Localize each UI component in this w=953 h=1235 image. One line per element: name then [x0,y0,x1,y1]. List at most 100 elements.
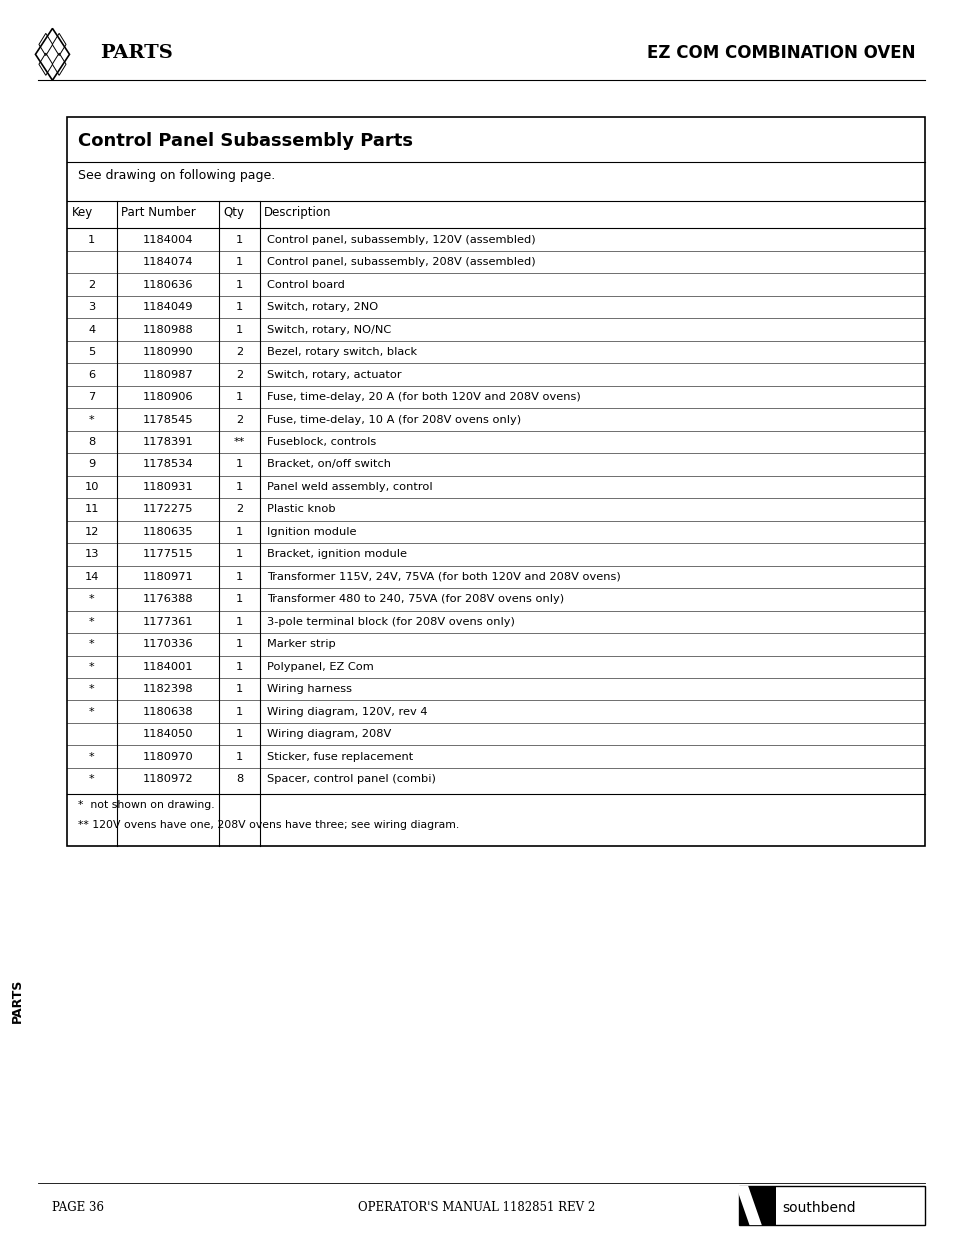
Text: 1180987: 1180987 [142,369,193,379]
Text: 1180972: 1180972 [142,774,193,784]
Text: PARTS: PARTS [10,978,24,1023]
Text: 1: 1 [235,279,243,290]
Text: 1184074: 1184074 [143,257,193,267]
Text: Control Panel Subassembly Parts: Control Panel Subassembly Parts [78,132,413,151]
Text: 2: 2 [235,347,243,357]
Text: *: * [89,594,94,604]
Text: 2: 2 [88,279,95,290]
Text: Wiring diagram, 208V: Wiring diagram, 208V [267,729,391,740]
Text: **: ** [233,437,245,447]
Text: 1177361: 1177361 [142,616,193,627]
Text: Sticker, fuse replacement: Sticker, fuse replacement [267,752,413,762]
Text: Switch, rotary, 2NO: Switch, rotary, 2NO [267,303,377,312]
Text: *: * [89,662,94,672]
Text: Bracket, ignition module: Bracket, ignition module [267,550,407,559]
Text: 1180906: 1180906 [142,391,193,403]
Text: 1: 1 [235,235,243,245]
Text: 2: 2 [235,504,243,515]
Text: Bracket, on/off switch: Bracket, on/off switch [267,459,391,469]
Text: *  not shown on drawing.: * not shown on drawing. [78,800,214,810]
Text: 12: 12 [84,527,99,537]
Text: 1: 1 [235,391,243,403]
Text: 1177515: 1177515 [142,550,193,559]
Text: Plastic knob: Plastic knob [267,504,335,515]
Bar [739,1186,924,1225]
Text: *: * [89,616,94,627]
Text: 2: 2 [235,369,243,379]
Text: 1: 1 [235,640,243,650]
Text: Spacer, control panel (combi): Spacer, control panel (combi) [267,774,436,784]
Text: 1: 1 [235,684,243,694]
Text: Key: Key [71,206,92,220]
Text: Wiring diagram, 120V, rev 4: Wiring diagram, 120V, rev 4 [267,706,427,716]
Text: *: * [89,774,94,784]
Text: 1180970: 1180970 [142,752,193,762]
Text: Polypanel, EZ Com: Polypanel, EZ Com [267,662,374,672]
Text: See drawing on following page.: See drawing on following page. [78,169,275,183]
Text: 1: 1 [235,482,243,492]
Text: 2: 2 [235,415,243,425]
Text: Control board: Control board [267,279,345,290]
Text: Bezel, rotary switch, black: Bezel, rotary switch, black [267,347,416,357]
Text: EZ COM COMBINATION OVEN: EZ COM COMBINATION OVEN [647,44,915,62]
Polygon shape [735,1186,761,1225]
Text: 1: 1 [235,729,243,740]
Text: 1184050: 1184050 [142,729,193,740]
Text: Marker strip: Marker strip [267,640,335,650]
Text: 1: 1 [235,459,243,469]
Text: 1: 1 [235,550,243,559]
Text: *: * [89,684,94,694]
Text: 1180990: 1180990 [142,347,193,357]
Text: Panel weld assembly, control: Panel weld assembly, control [267,482,433,492]
Text: 7: 7 [88,391,95,403]
Text: southbend: southbend [781,1200,855,1215]
Text: 1172275: 1172275 [143,504,193,515]
Text: Switch, rotary, actuator: Switch, rotary, actuator [267,369,401,379]
Text: 1180931: 1180931 [142,482,193,492]
Text: 1178545: 1178545 [142,415,193,425]
Text: 1180988: 1180988 [142,325,193,335]
Text: 1: 1 [235,572,243,582]
Text: Switch, rotary, NO/NC: Switch, rotary, NO/NC [267,325,391,335]
Text: Description: Description [264,206,332,220]
Text: 10: 10 [84,482,99,492]
Text: 1: 1 [235,752,243,762]
Text: 1184001: 1184001 [142,662,193,672]
Text: 1184004: 1184004 [143,235,193,245]
Text: 5: 5 [88,347,95,357]
Text: Fuseblock, controls: Fuseblock, controls [267,437,376,447]
Text: 3-pole terminal block (for 208V ovens only): 3-pole terminal block (for 208V ovens on… [267,616,515,627]
Text: 4: 4 [88,325,95,335]
Text: Part Number: Part Number [121,206,195,220]
Text: Wiring harness: Wiring harness [267,684,352,694]
Text: 1176388: 1176388 [142,594,193,604]
Text: *: * [89,415,94,425]
Text: Fuse, time-delay, 10 A (for 208V ovens only): Fuse, time-delay, 10 A (for 208V ovens o… [267,415,520,425]
Text: 11: 11 [84,504,99,515]
Text: 1: 1 [235,594,243,604]
Text: *: * [89,706,94,716]
Text: 1180636: 1180636 [143,279,193,290]
Text: OPERATOR'S MANUAL 1182851 REV 2: OPERATOR'S MANUAL 1182851 REV 2 [358,1202,595,1214]
Bar [739,1186,775,1225]
Text: 1180971: 1180971 [142,572,193,582]
Text: Transformer 480 to 240, 75VA (for 208V ovens only): Transformer 480 to 240, 75VA (for 208V o… [267,594,563,604]
Text: Control panel, subassembly, 120V (assembled): Control panel, subassembly, 120V (assemb… [267,235,536,245]
Text: PARTS: PARTS [100,44,172,62]
Text: Fuse, time-delay, 20 A (for both 120V and 208V ovens): Fuse, time-delay, 20 A (for both 120V an… [267,391,580,403]
Text: *: * [89,640,94,650]
Text: 1: 1 [235,325,243,335]
Text: 9: 9 [88,459,95,469]
Text: Ignition module: Ignition module [267,527,356,537]
Text: 1180635: 1180635 [142,527,193,537]
Text: 1170336: 1170336 [142,640,193,650]
Text: 8: 8 [88,437,95,447]
Text: 1182398: 1182398 [142,684,193,694]
Text: 1178534: 1178534 [142,459,193,469]
Text: 1: 1 [235,616,243,627]
Text: 1: 1 [235,257,243,267]
Text: Control panel, subassembly, 208V (assembled): Control panel, subassembly, 208V (assemb… [267,257,536,267]
Text: 13: 13 [84,550,99,559]
Text: 3: 3 [88,303,95,312]
Bar [67,117,924,846]
